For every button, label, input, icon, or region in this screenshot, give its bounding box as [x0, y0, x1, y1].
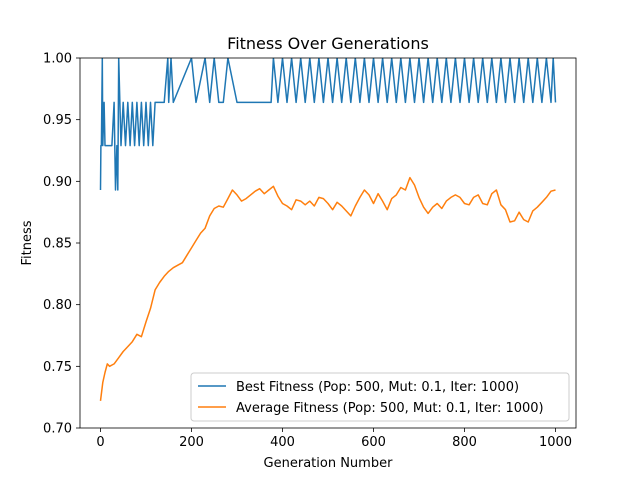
x-tick-label: 400: [270, 435, 295, 450]
chart-title: Fitness Over Generations: [227, 34, 429, 53]
x-tick-label: 1000: [539, 435, 572, 450]
y-tick-label: 0.85: [43, 237, 72, 252]
x-axis: 0 200 400 600 800 1000: [96, 428, 572, 450]
best-fitness-line: [99, 58, 557, 191]
y-tick-label: 0.70: [43, 422, 72, 437]
x-tick-label: 0: [96, 435, 104, 450]
y-axis: 0.70 0.75 0.80 0.85 0.90 0.95 1.00: [43, 52, 80, 437]
plot-area: [99, 58, 557, 401]
x-tick-label: 200: [179, 435, 204, 450]
series-layer: [99, 58, 557, 401]
y-tick-label: 0.75: [43, 360, 72, 375]
legend-box: [190, 372, 570, 422]
legend-label-average: Average Fitness (Pop: 500, Mut: 0.1, Ite…: [236, 401, 544, 416]
legend-label-best: Best Fitness (Pop: 500, Mut: 0.1, Iter: …: [236, 380, 519, 395]
y-tick-label: 0.95: [43, 113, 72, 128]
y-tick-label: 0.90: [43, 175, 72, 190]
x-axis-label: Generation Number: [264, 456, 394, 471]
x-tick-label: 800: [452, 435, 477, 450]
y-axis-label: Fitness: [20, 220, 35, 265]
y-tick-label: 1.00: [43, 52, 72, 67]
x-tick-label: 600: [361, 435, 386, 450]
average-fitness-line: [99, 176, 556, 401]
y-tick-label: 0.80: [43, 298, 72, 313]
legend: Best Fitness (Pop: 500, Mut: 0.1, Iter: …: [190, 372, 570, 422]
